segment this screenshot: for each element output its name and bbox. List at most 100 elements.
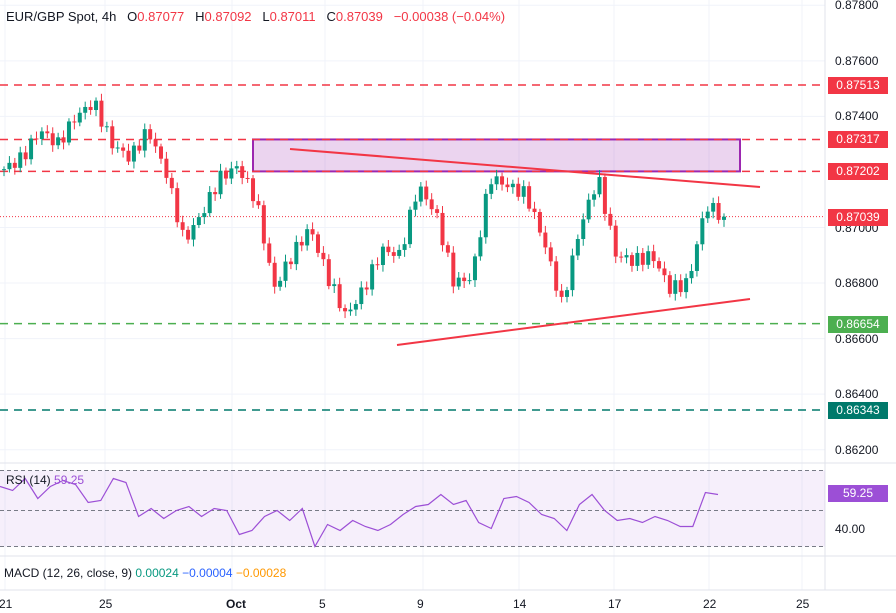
macd-legend[interactable]: MACD (12, 26, close, 9) 0.00024 −0.00004… xyxy=(4,566,287,580)
candle-body xyxy=(667,275,672,294)
x-tick-label: Oct xyxy=(226,597,247,611)
candle-body xyxy=(175,188,180,223)
rsi-tick: 40.00 xyxy=(835,522,866,536)
candle-body xyxy=(94,100,99,111)
candle-body xyxy=(657,261,662,269)
lower-trendline xyxy=(396,298,751,346)
candle-body xyxy=(554,261,559,291)
candle-body xyxy=(99,100,104,127)
candle-body xyxy=(559,290,564,297)
x-tick-label: 5 xyxy=(319,597,326,611)
open-value: 0.87077 xyxy=(137,9,185,24)
candle-body xyxy=(543,232,548,248)
candle-body xyxy=(77,112,82,123)
candle-body xyxy=(29,138,34,160)
candle-body xyxy=(435,209,440,213)
low-value: 0.87011 xyxy=(269,9,316,24)
candle-body xyxy=(451,252,456,287)
candle-body xyxy=(646,251,651,265)
candle-body xyxy=(288,261,293,265)
candle-body xyxy=(440,212,445,246)
level-price-tag: 0.86654 xyxy=(828,315,888,333)
candle-body xyxy=(213,192,218,195)
candle-body xyxy=(104,126,109,128)
candle-body xyxy=(131,145,136,162)
candle-body xyxy=(716,203,721,220)
candle-body xyxy=(445,245,450,253)
candle-body xyxy=(370,264,375,290)
candle-body xyxy=(402,244,407,250)
candle-body xyxy=(472,256,477,281)
y-tick-label: 0.87400 xyxy=(835,109,879,124)
candle-body xyxy=(2,169,6,171)
candle-body xyxy=(326,259,331,287)
candle-body xyxy=(223,170,228,179)
candle-body xyxy=(483,193,488,238)
candle-body xyxy=(364,287,369,290)
y-tick-label: 0.87800 xyxy=(835,0,879,13)
candle-body xyxy=(662,268,667,276)
candle-body xyxy=(153,139,158,147)
candle-body xyxy=(110,126,115,149)
candle-body xyxy=(83,106,88,113)
candle-body xyxy=(218,170,223,195)
candle-body xyxy=(651,251,656,262)
candle-body xyxy=(624,255,629,258)
candle-body xyxy=(45,131,50,134)
candle-body xyxy=(694,244,699,271)
candle-body xyxy=(413,201,418,210)
candle-body xyxy=(261,205,266,244)
candle-body xyxy=(613,225,618,257)
candle-body xyxy=(527,186,532,209)
candle-body xyxy=(689,270,694,279)
candle-body xyxy=(424,186,429,200)
candle-body xyxy=(251,178,256,202)
rsi-line xyxy=(0,477,719,548)
candle-body xyxy=(548,247,553,262)
candle-body xyxy=(12,162,17,168)
rsi-value-tag: 59.25 xyxy=(828,485,888,502)
x-tick-label: 21 xyxy=(0,597,13,611)
candle-body xyxy=(72,121,77,123)
candle-body xyxy=(121,147,126,151)
level-price-tag: 0.87202 xyxy=(828,163,888,181)
candle-body xyxy=(191,225,196,240)
candle-body xyxy=(56,137,61,146)
candle-body xyxy=(278,280,283,287)
candle-body xyxy=(570,255,575,291)
candle-body xyxy=(359,287,364,305)
candle-body xyxy=(256,201,261,206)
level-price-tag: 0.87317 xyxy=(828,131,888,149)
candle-body xyxy=(521,186,526,197)
candle-body xyxy=(332,284,337,287)
high-value: 0.87092 xyxy=(204,9,252,24)
candle-body xyxy=(678,280,683,293)
candle-body xyxy=(169,177,174,189)
candle-body xyxy=(418,186,423,202)
candle-body xyxy=(575,239,580,256)
candle-body xyxy=(66,121,71,143)
y-tick-label: 0.86800 xyxy=(835,276,879,291)
level-price-tag: 0.87513 xyxy=(828,77,888,94)
candle-body xyxy=(18,152,23,168)
candle-body xyxy=(467,280,472,282)
candle-body xyxy=(229,168,234,179)
candle-body xyxy=(158,146,163,159)
rsi-legend[interactable]: RSI (14) 59.25 xyxy=(6,473,85,487)
candle-body xyxy=(722,216,726,220)
candle-body xyxy=(283,261,288,281)
candle-body xyxy=(684,278,689,293)
y-tick-label: 0.87600 xyxy=(835,53,879,68)
chart-header: EUR/GBP Spot, 4h O0.87077 H0.87092 L0.87… xyxy=(6,9,506,24)
x-tick-label: 17 xyxy=(608,597,622,611)
candle-body xyxy=(61,137,66,143)
x-tick-label: 25 xyxy=(796,597,810,611)
candle-body xyxy=(39,131,44,139)
candle-body xyxy=(386,246,391,253)
candle-body xyxy=(343,308,348,312)
candle-body xyxy=(348,309,353,312)
candle-body xyxy=(462,277,467,282)
level-price-tag: 0.86343 xyxy=(828,402,888,419)
candle-body xyxy=(478,237,483,257)
